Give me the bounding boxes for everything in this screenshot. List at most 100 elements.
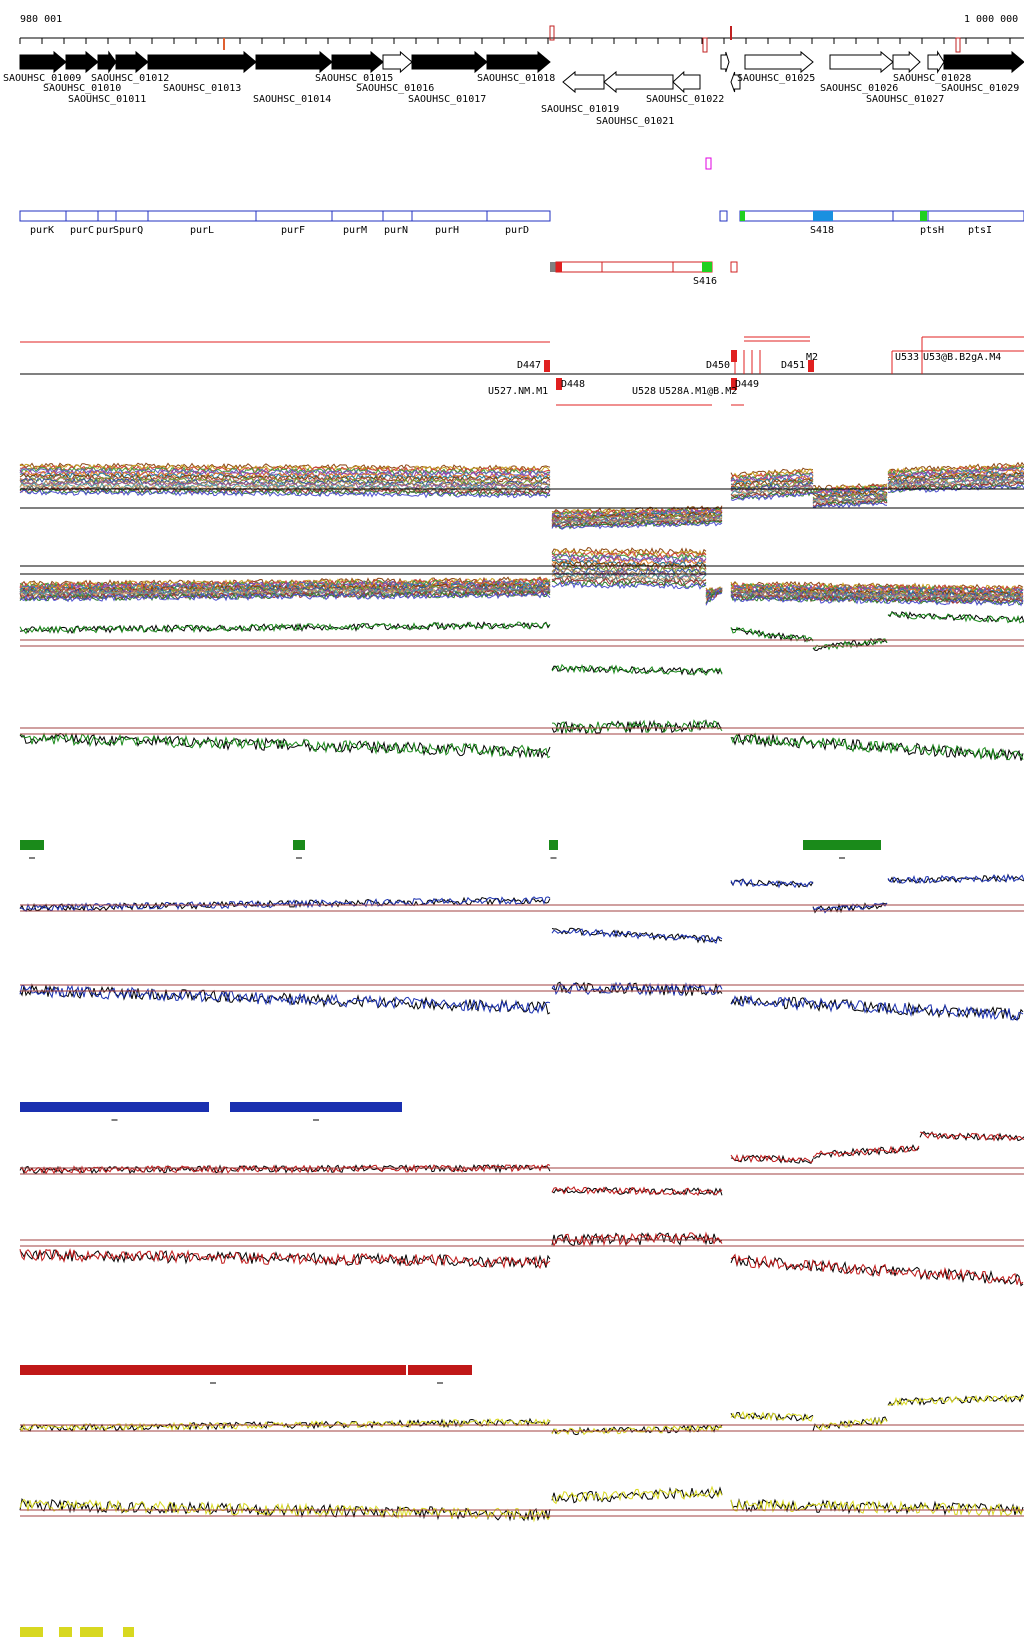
feature-label[interactable]: D449 (735, 379, 759, 390)
forward-gene-arrow (115, 50, 149, 74)
forward-gene-arrow (720, 51, 730, 73)
gene-label[interactable]: SAOUHSC_01027 (866, 94, 944, 105)
segment-bar (549, 840, 558, 850)
gene-label[interactable]: SAOUHSC_01017 (408, 94, 486, 105)
operon-label: purD (505, 225, 529, 236)
condition-trace (19, 561, 1023, 598)
segment-bar (293, 840, 305, 850)
forward-genes (19, 50, 551, 74)
feature-label[interactable]: D450 (706, 360, 730, 371)
signal-trace (19, 874, 1024, 944)
gene-label[interactable]: SAOUHSC_01021 (596, 116, 674, 127)
ruler-end-label: 1 000 000 (964, 14, 1018, 25)
signal-tracks (19, 611, 1024, 1523)
gene-label[interactable]: SAOUHSC_01009 (3, 73, 81, 84)
gene-label[interactable]: SAOUHSC_01010 (43, 83, 121, 94)
feature-flag (556, 378, 562, 390)
operon-label: purL (190, 225, 214, 236)
gene-label[interactable]: SAOUHSC_01012 (91, 73, 169, 84)
ruler-start-label: 980 001 (20, 14, 62, 25)
feature-label[interactable]: U528A.M1@B.M2 (659, 386, 737, 397)
feature-label[interactable]: U527.NM.M1 (488, 386, 548, 397)
feature-label[interactable]: D451 (781, 360, 805, 371)
gene-label[interactable]: SAOUHSC_01014 (253, 94, 331, 105)
operon-highlight (740, 211, 745, 221)
feature-track: D447 D448 D450 D449 D451 U527.NM.M1 U528… (20, 336, 1024, 406)
operon-label: purN (384, 225, 408, 236)
segment-box (550, 262, 556, 272)
feature-label[interactable]: U533 (895, 352, 919, 363)
signal-trace (19, 873, 1024, 944)
gene-track: SAOUHSC_01009 SAOUHSC_01010 SAOUHSC_0101… (3, 50, 1024, 127)
forward-gene-arrow (382, 50, 413, 74)
operon-box[interactable] (19, 210, 551, 222)
condition-trace (19, 579, 1024, 606)
operon-label: purM (343, 225, 367, 236)
forward-gene-arrow (19, 50, 67, 74)
multi-condition-track-1 (19, 461, 1024, 530)
signal-trace (19, 719, 1024, 761)
reverse-gene-arrow (730, 71, 741, 93)
segment-bar (59, 1627, 72, 1637)
forward-gene-arrow (255, 50, 333, 74)
segment-bar (123, 1627, 134, 1637)
feature-label[interactable]: U53@B.B2gA.M4 (923, 352, 1001, 363)
condition-trace (19, 552, 1024, 595)
operon-label: S418 (810, 225, 834, 236)
condition-trace (19, 581, 1024, 607)
operon-box[interactable] (719, 210, 728, 222)
ruler-marker (549, 25, 555, 41)
gene-label[interactable]: SAOUHSC_01019 (541, 104, 619, 115)
gene-label[interactable]: SAOUHSC_01025 (737, 73, 815, 84)
reverse-genes (562, 70, 701, 94)
operon-label: ptsH (920, 225, 944, 236)
signal-trace (19, 981, 1024, 1022)
gene-label[interactable]: SAOUHSC_01029 (941, 83, 1019, 94)
condition-trace (19, 573, 1024, 603)
segment-box[interactable] (555, 261, 713, 273)
feature-label[interactable]: D447 (517, 360, 541, 371)
segment-bar (20, 840, 44, 850)
condition-trace (19, 555, 1024, 596)
reverse-gene-arrow (672, 70, 701, 94)
gene-label[interactable]: SAOUHSC_01015 (315, 73, 393, 84)
feature-marks (544, 337, 923, 390)
reverse-gene-arrow (603, 70, 674, 94)
feature-label[interactable]: D448 (561, 379, 585, 390)
segment-bar (230, 1102, 402, 1112)
segment-bar (803, 840, 881, 850)
segment-bar (20, 1627, 43, 1637)
segment-bar (20, 1102, 209, 1112)
forward-gene-arrow (744, 50, 814, 74)
signal-trace (19, 1131, 1024, 1197)
forward-gene-arrow (331, 50, 384, 74)
gene-label[interactable]: SAOUHSC_01028 (893, 73, 971, 84)
signal-trace (19, 1394, 1024, 1436)
operon-track: purK purC pur SpurQ purL purF purM purN … (19, 210, 1024, 236)
signal-trace (19, 1393, 1024, 1436)
gene-label[interactable]: SAOUHSC_01011 (68, 94, 146, 105)
forward-gene-arrow (927, 50, 945, 74)
gene-label[interactable]: SAOUHSC_01016 (356, 83, 434, 94)
gene-label[interactable]: SAOUHSC_01013 (163, 83, 241, 94)
operon-label: SpurQ (113, 225, 143, 236)
gene-label[interactable]: SAOUHSC_01022 (646, 94, 724, 105)
feature-label[interactable]: U528 (632, 386, 656, 397)
forward-gene-arrow (486, 50, 551, 74)
gene-label[interactable]: SAOUHSC_01018 (477, 73, 555, 84)
feature-label[interactable]: M2 (806, 352, 818, 363)
ruler-marker (702, 37, 708, 53)
operon-label: ptsI (968, 225, 992, 236)
feature-flag (731, 378, 737, 390)
right-genes (720, 50, 1024, 93)
forward-gene-arrow (97, 50, 117, 74)
segment-box[interactable] (730, 261, 738, 273)
ruler-marker (955, 37, 961, 53)
signal-trace (19, 1231, 1024, 1285)
operon-box[interactable] (739, 210, 1024, 222)
forward-gene-arrow (892, 50, 921, 74)
segment-bar (80, 1627, 103, 1637)
gene-label[interactable]: SAOUHSC_01026 (820, 83, 898, 94)
operon-highlight (920, 211, 927, 221)
